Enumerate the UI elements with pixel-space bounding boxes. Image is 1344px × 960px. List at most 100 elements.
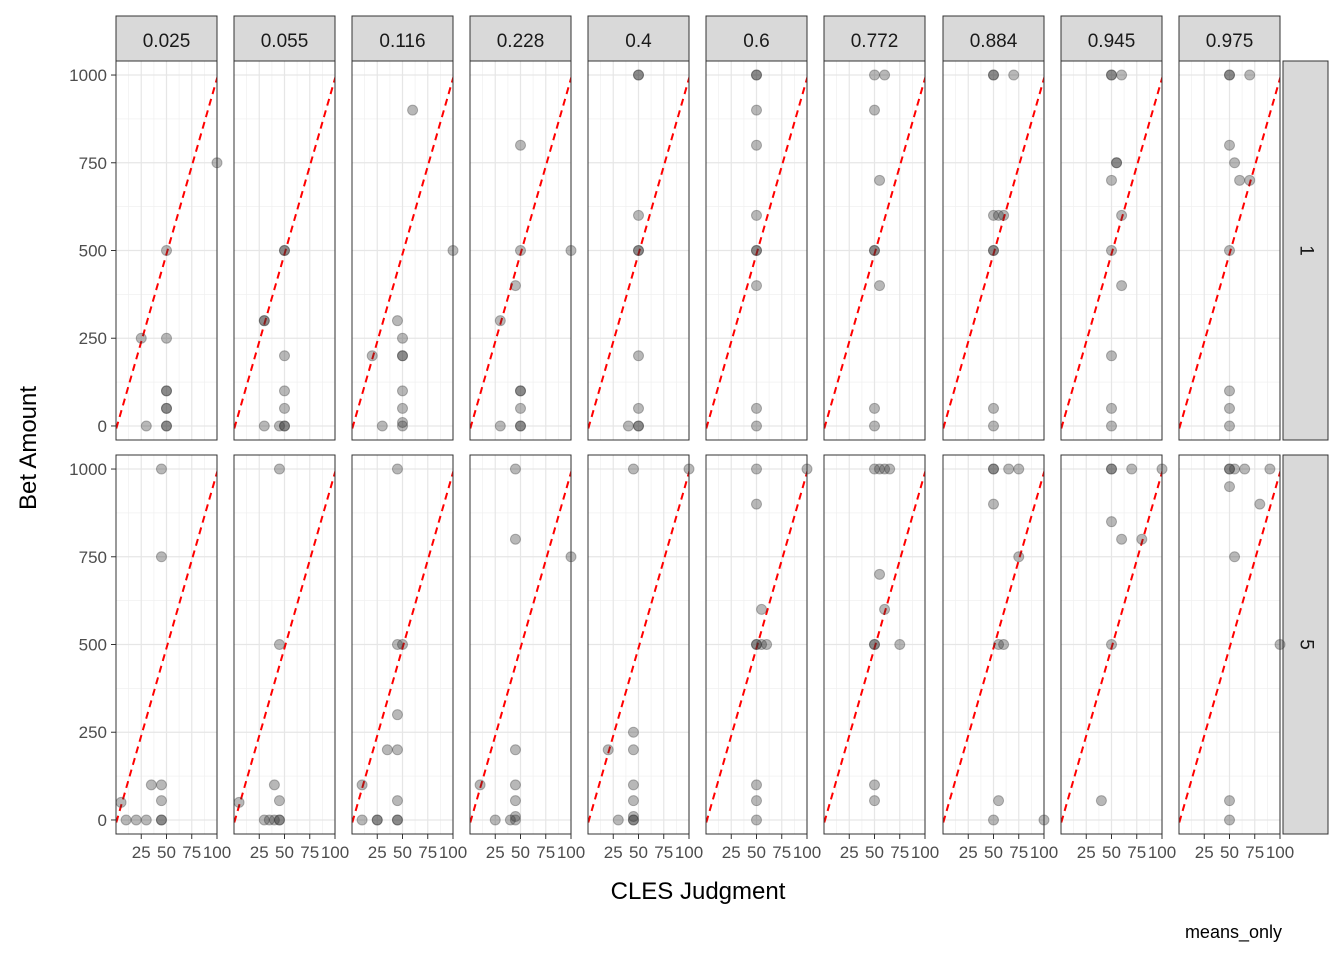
data-point — [1264, 463, 1276, 475]
data-point — [988, 245, 999, 256]
data-point — [633, 350, 644, 362]
data-point — [761, 639, 773, 650]
data-point — [273, 420, 285, 432]
data-point — [1003, 463, 1015, 475]
panel-border — [1060, 60, 1163, 441]
panel-border — [942, 60, 1045, 441]
x-tick-label: 50 — [629, 843, 648, 862]
data-point — [140, 420, 152, 432]
x-tick-label: 100 — [793, 843, 821, 862]
data-point — [869, 779, 880, 791]
panel — [823, 60, 926, 441]
data-point — [161, 402, 172, 414]
data-point — [879, 463, 891, 475]
data-point — [993, 795, 1005, 807]
facet-strip-label: 0.228 — [497, 31, 545, 52]
data-point — [751, 498, 762, 510]
panel — [1178, 60, 1281, 441]
data-point — [633, 245, 644, 256]
data-point — [273, 463, 285, 475]
data-point — [273, 814, 285, 826]
data-point — [751, 814, 762, 826]
data-point — [751, 639, 762, 650]
data-point — [268, 814, 280, 826]
data-point — [998, 639, 1010, 650]
data-point — [515, 385, 526, 397]
facet-strip-top — [705, 15, 808, 62]
data-point — [751, 139, 762, 151]
data-point — [161, 385, 172, 397]
data-point — [391, 709, 403, 721]
data-point — [1111, 157, 1123, 169]
data-point — [988, 498, 999, 510]
data-point — [1106, 69, 1117, 81]
data-point — [622, 420, 634, 432]
data-point — [633, 69, 644, 81]
data-point — [884, 463, 896, 475]
data-point — [273, 814, 285, 826]
data-point — [988, 463, 999, 475]
data-point — [988, 209, 999, 221]
data-point — [515, 402, 526, 414]
data-point — [879, 69, 891, 81]
y-axis-title: Bet Amount — [15, 386, 42, 510]
x-tick-label: 100 — [203, 843, 231, 862]
facet-strip-label: 1 — [1295, 245, 1316, 256]
data-point — [751, 209, 762, 221]
data-point — [515, 420, 526, 432]
data-point — [509, 795, 521, 807]
data-point — [751, 69, 762, 81]
panel — [233, 454, 336, 835]
data-point — [115, 796, 127, 808]
data-point — [988, 245, 999, 256]
panel — [115, 60, 223, 441]
data-point — [494, 315, 506, 327]
panel-border — [587, 60, 690, 441]
data-point — [751, 104, 762, 116]
facet-strip-top — [233, 15, 336, 62]
data-point — [233, 796, 245, 808]
data-point — [474, 779, 486, 791]
data-point — [155, 463, 167, 475]
x-tick-label: 25 — [486, 843, 505, 862]
data-point — [258, 315, 270, 327]
data-point — [279, 245, 290, 256]
data-point — [627, 810, 639, 822]
reference-line — [1179, 74, 1280, 434]
panel — [587, 60, 690, 441]
data-point — [407, 104, 419, 116]
data-point — [874, 280, 886, 292]
data-point — [366, 350, 378, 362]
x-tick-label: 25 — [250, 843, 269, 862]
data-point — [1229, 157, 1241, 169]
y-tick-label: 250 — [79, 723, 107, 742]
data-point — [376, 420, 388, 432]
data-point — [509, 280, 521, 292]
y-tick-label: 1000 — [69, 66, 107, 85]
panel — [1178, 454, 1286, 835]
reference-line — [234, 468, 335, 828]
data-point — [397, 350, 408, 362]
data-point — [627, 726, 639, 738]
facet-strip-top — [1178, 15, 1281, 62]
x-tick-label: 75 — [1245, 843, 1264, 862]
facet-strip-top — [942, 15, 1045, 62]
panel-border — [351, 60, 454, 441]
data-point — [391, 463, 403, 475]
data-point — [633, 420, 644, 432]
y-tick-label: 500 — [79, 242, 107, 261]
reference-line — [943, 468, 1044, 828]
y-tick-label: 250 — [79, 329, 107, 348]
data-point — [751, 639, 762, 650]
data-point — [279, 402, 290, 414]
data-point — [258, 315, 270, 327]
data-point — [1224, 402, 1235, 414]
data-point — [1224, 463, 1235, 475]
data-point — [633, 420, 644, 432]
data-point — [1116, 69, 1128, 81]
data-point — [627, 779, 639, 791]
data-point — [391, 814, 403, 826]
y-tick-label: 750 — [79, 548, 107, 567]
data-point — [161, 420, 172, 432]
data-point — [273, 795, 285, 807]
